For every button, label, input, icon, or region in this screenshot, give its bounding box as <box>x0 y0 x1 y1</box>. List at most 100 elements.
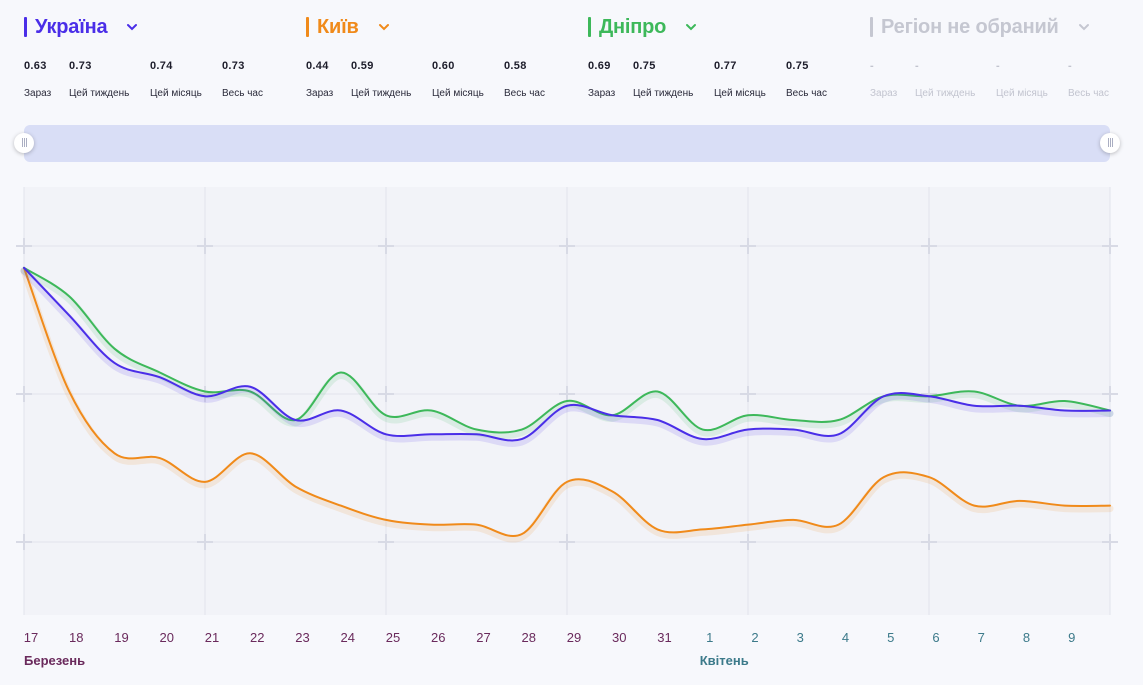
data-point <box>565 399 570 404</box>
data-point <box>203 479 208 484</box>
region-color-bar <box>588 17 591 37</box>
data-point <box>248 384 253 389</box>
data-point <box>1062 399 1067 404</box>
data-point <box>67 313 72 318</box>
x-tick-label: 27 <box>476 630 490 645</box>
x-tick-label: 28 <box>522 630 536 645</box>
x-tick-label: 8 <box>1023 630 1030 645</box>
x-tick-label: 22 <box>250 630 264 645</box>
data-point <box>610 413 615 418</box>
stat-all-time: 0.73 Весь час <box>222 60 263 99</box>
stat-week: 0.73 Цей тиждень <box>69 60 130 99</box>
region-color-bar <box>24 17 27 37</box>
data-point <box>338 408 343 413</box>
chevron-down-icon[interactable] <box>1077 20 1091 34</box>
x-tick-label: 17 <box>24 630 38 645</box>
region-name: Україна <box>35 15 108 38</box>
data-point <box>203 389 208 394</box>
x-tick-label: 2 <box>751 630 758 645</box>
region-selector-row: Україна 0.63 Зараз 0.73 Цей тиждень 0.74 Це… <box>24 14 1114 114</box>
data-point <box>565 479 570 484</box>
region-ukraine: Україна 0.63 Зараз 0.73 Цей тиждень 0.74 Це… <box>24 14 284 99</box>
x-tick-label: 3 <box>797 630 804 645</box>
range-handle-start[interactable]: ||| <box>14 133 34 153</box>
chevron-down-icon[interactable] <box>125 20 139 34</box>
data-point <box>746 427 751 432</box>
x-tick-label: 1 <box>706 630 713 645</box>
data-point <box>67 389 72 394</box>
data-point <box>565 403 570 408</box>
stat-week: - Цей тиждень <box>915 60 976 99</box>
data-point <box>248 451 253 456</box>
data-point <box>519 437 524 442</box>
data-point <box>474 427 479 432</box>
data-point <box>836 522 841 527</box>
x-tick-label: 24 <box>341 630 355 645</box>
data-point <box>429 522 434 527</box>
x-tick-label: 6 <box>932 630 939 645</box>
date-range-slider[interactable]: ||| ||| <box>14 125 1120 162</box>
data-point <box>67 294 72 299</box>
data-point <box>1062 408 1067 413</box>
chevron-down-icon[interactable] <box>377 20 391 34</box>
grip-icon: ||| <box>20 138 28 148</box>
data-point <box>384 413 389 418</box>
x-tick-label: 9 <box>1068 630 1075 645</box>
region-dropdown-kyiv[interactable]: Київ <box>306 14 566 40</box>
grip-icon: ||| <box>1106 138 1114 148</box>
region-name: Київ <box>317 15 359 38</box>
data-point <box>1062 503 1067 508</box>
data-point <box>22 265 27 270</box>
series-line-1 <box>23 266 1111 442</box>
data-point <box>157 375 162 380</box>
x-tick-label: 25 <box>386 630 400 645</box>
data-point <box>791 418 796 423</box>
stat-all-time: 0.75 Весь час <box>786 60 827 99</box>
month-label-april: Квітень <box>700 653 749 668</box>
region-color-bar <box>306 17 309 37</box>
region-dropdown-ukraine[interactable]: Україна <box>24 14 284 40</box>
data-point <box>429 432 434 437</box>
data-point <box>293 484 298 489</box>
region-kyiv: Київ 0.44 Зараз 0.59 Цей тиждень 0.60 Цей м… <box>306 14 566 99</box>
data-point <box>746 413 751 418</box>
data-point <box>338 503 343 508</box>
data-point <box>474 432 479 437</box>
data-point <box>700 527 705 532</box>
data-point <box>338 370 343 375</box>
data-point <box>836 418 841 423</box>
data-point <box>429 408 434 413</box>
series-glow-1 <box>20 267 1114 447</box>
stat-now: 0.44 Зараз <box>306 60 334 99</box>
region-dropdown-unselected[interactable]: Регіон не обраний <box>870 14 1130 40</box>
x-tick-label: 5 <box>887 630 894 645</box>
stat-week: 0.75 Цей тиждень <box>633 60 694 99</box>
x-tick-label: 21 <box>205 630 219 645</box>
data-point <box>655 418 660 423</box>
stat-now: 0.69 Зараз <box>588 60 616 99</box>
stat-now: - Зараз <box>870 60 898 99</box>
line-chart: 17 18 19 20 21 22 23 24 25 26 27 28 29 30 31 1 2 3 4 5 6 7 8 9Б… <box>16 187 1118 668</box>
data-point <box>157 456 162 461</box>
chevron-down-icon[interactable] <box>684 20 698 34</box>
stat-month: - Цей місяць <box>996 60 1048 99</box>
x-tick-label: 20 <box>160 630 174 645</box>
data-point <box>112 360 117 365</box>
data-point <box>384 432 389 437</box>
x-tick-label: 31 <box>657 630 671 645</box>
region-dropdown-dnipro[interactable]: Дніпро <box>588 14 848 40</box>
stat-now: 0.63 Зараз <box>24 60 52 99</box>
data-point <box>655 527 660 532</box>
data-point <box>293 418 298 423</box>
data-point <box>972 389 977 394</box>
region-name: Регіон не обраний <box>881 15 1059 38</box>
stat-month: 0.74 Цей місяць <box>150 60 202 99</box>
data-point <box>519 532 524 537</box>
data-point <box>881 475 886 480</box>
range-handle-end[interactable]: ||| <box>1100 133 1120 153</box>
region-stats: 0.44 Зараз 0.59 Цей тиждень 0.60 Цей місяць… <box>306 60 596 110</box>
series-glow-3 <box>20 267 1114 440</box>
data-point <box>157 370 162 375</box>
data-point <box>1108 408 1113 413</box>
stat-week: 0.59 Цей тиждень <box>351 60 412 99</box>
